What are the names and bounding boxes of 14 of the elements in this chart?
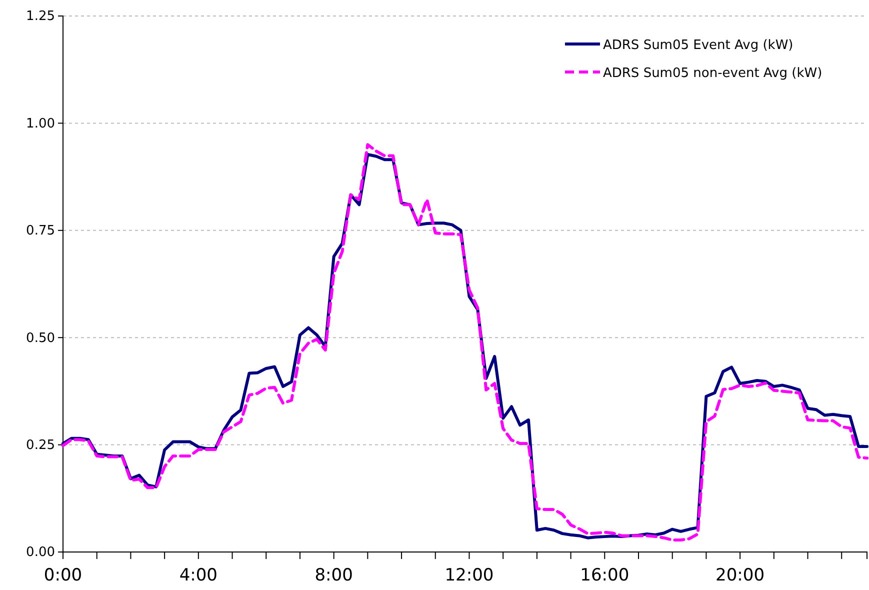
legend-label: ADRS Sum05 Event Avg (kW) (603, 38, 794, 53)
y-tick-label: 0.50 (26, 330, 55, 346)
x-tick-label: 16:00 (580, 566, 630, 586)
y-tick-label: 1.00 (26, 116, 55, 132)
x-tick-label: 8:00 (314, 566, 353, 586)
y-tick-label: 0.00 (26, 545, 55, 560)
x-tick-label: 12:00 (444, 566, 494, 586)
legend-label: ADRS Sum05 non-event Avg (kW) (603, 66, 822, 81)
x-tick-label: 4:00 (179, 566, 218, 586)
x-tick-label: 0:00 (44, 566, 82, 586)
x-tick-label: 20:00 (716, 566, 765, 586)
y-tick-label: 0.75 (26, 224, 55, 239)
y-tick-label: 1.25 (26, 9, 55, 24)
y-tick-label: 0.25 (26, 438, 55, 453)
